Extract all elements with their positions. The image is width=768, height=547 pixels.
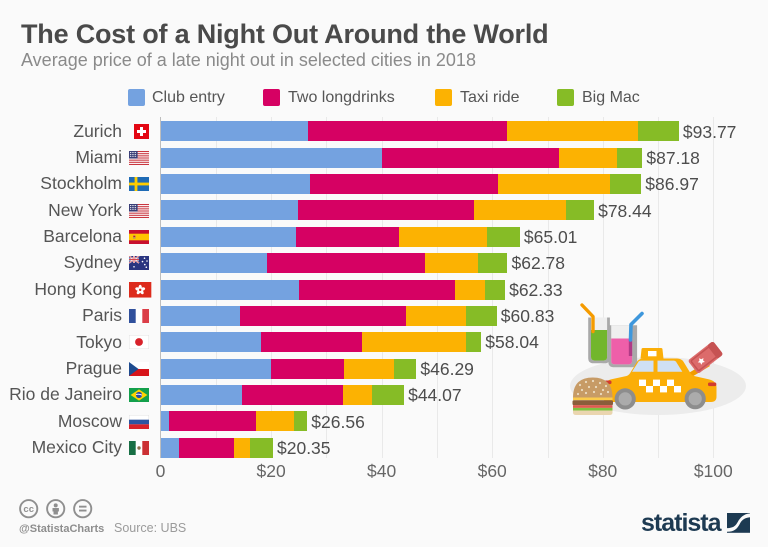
svg-text:cc: cc xyxy=(23,504,34,515)
